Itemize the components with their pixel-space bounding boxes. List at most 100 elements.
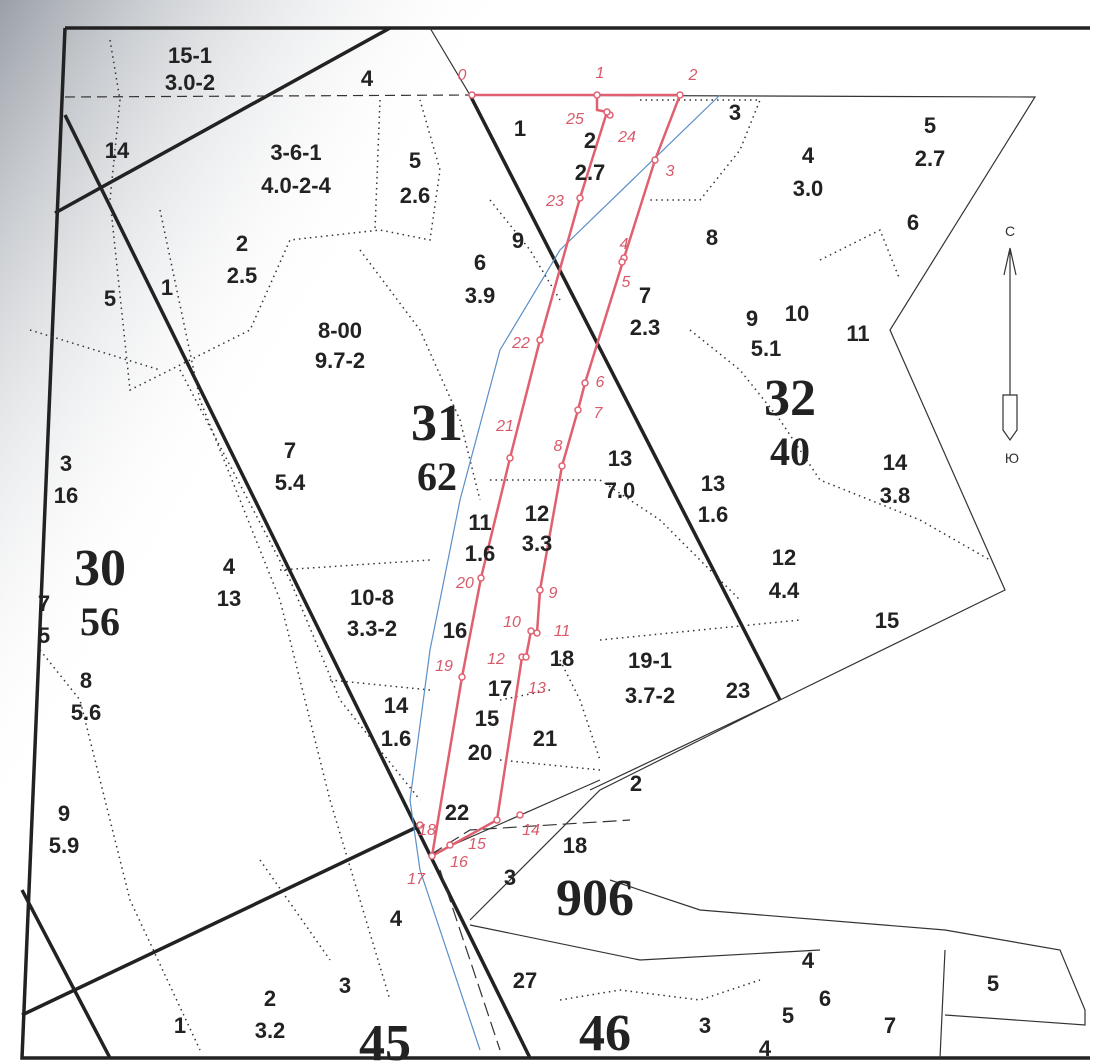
survey-point-label: 3 bbox=[666, 163, 675, 180]
plot-number: 21 bbox=[533, 726, 557, 751]
plot-number: 6 bbox=[819, 986, 831, 1011]
plot-number: 3 bbox=[339, 973, 351, 998]
survey-point-label: 22 bbox=[511, 335, 530, 352]
survey-point-label: 15 bbox=[468, 836, 486, 853]
plot-area: 5 bbox=[38, 623, 50, 648]
plot-number: 1 bbox=[514, 116, 526, 141]
survey-point-label: 25 bbox=[565, 111, 584, 128]
plot-number: 7 bbox=[884, 1013, 896, 1038]
survey-point bbox=[558, 462, 566, 470]
plot-area: 1.6 bbox=[698, 502, 729, 527]
plot-area: 5.6 bbox=[71, 700, 102, 725]
plot-number: 2 bbox=[630, 771, 642, 796]
plot-number: 18 bbox=[563, 833, 587, 858]
plot-number: 7 bbox=[639, 283, 651, 308]
survey-point-label: 21 bbox=[495, 418, 514, 435]
survey-point-label: 4 bbox=[620, 236, 629, 253]
plot-number: 1 bbox=[174, 1013, 186, 1038]
survey-point bbox=[536, 586, 544, 594]
plot-number: 1 bbox=[161, 275, 173, 300]
plot-number: 4 bbox=[802, 948, 815, 973]
quarter-number: 906 bbox=[556, 870, 634, 927]
survey-point-label: 19 bbox=[435, 658, 453, 675]
plot-number: 3 bbox=[504, 865, 516, 890]
plot-number: 15 bbox=[475, 706, 499, 731]
survey-point-label: 16 bbox=[450, 854, 468, 871]
plot-area: 13 bbox=[217, 586, 241, 611]
quarter-number: 30 bbox=[74, 540, 126, 597]
plot-number: 12 bbox=[525, 501, 549, 526]
plot-area: 3.3 bbox=[522, 531, 553, 556]
plot-area: 2.7 bbox=[915, 146, 946, 171]
plot-number: 12 bbox=[772, 545, 796, 570]
plot-area: 3.8 bbox=[880, 483, 911, 508]
plot-number: 22 bbox=[445, 800, 469, 825]
survey-point bbox=[618, 258, 626, 266]
plot-area: 3.0-2 bbox=[165, 70, 215, 95]
plot-number: 16 bbox=[443, 618, 467, 643]
plot-area: 7.0 bbox=[605, 478, 636, 503]
plot-area: 4.4 bbox=[769, 578, 800, 603]
plot-number: 6 bbox=[907, 210, 919, 235]
plot-number: 4 bbox=[802, 143, 815, 168]
quarter-number: 32 bbox=[764, 370, 816, 427]
survey-point-label: 10 bbox=[503, 614, 521, 631]
plot-number: 13 bbox=[701, 471, 725, 496]
survey-point-label: 23 bbox=[545, 193, 564, 210]
plot-number: 14 bbox=[384, 693, 409, 718]
plot-number: 19-1 bbox=[628, 648, 672, 673]
plot-area: 2.3 bbox=[630, 315, 661, 340]
plot-number: 2 bbox=[584, 128, 596, 153]
survey-point bbox=[493, 816, 501, 824]
survey-point-label: 5 bbox=[622, 274, 631, 291]
plot-area: 3.9 bbox=[465, 283, 496, 308]
plot-number: 8-00 bbox=[318, 318, 362, 343]
plot-number: 11 bbox=[468, 510, 491, 535]
quarter-number: 45 bbox=[359, 1015, 411, 1062]
plot-number: 8 bbox=[80, 668, 92, 693]
survey-point bbox=[651, 156, 659, 164]
survey-point bbox=[574, 406, 582, 414]
plot-number: 27 bbox=[513, 968, 537, 993]
survey-point-label: 2 bbox=[688, 67, 698, 84]
plot-number: 15 bbox=[875, 608, 899, 633]
survey-point bbox=[458, 673, 466, 681]
survey-point bbox=[477, 574, 485, 582]
plot-number: 3-6-1 bbox=[270, 140, 321, 165]
plot-borders bbox=[29, 39, 991, 1051]
stream bbox=[409, 94, 721, 1051]
plot-number: 8 bbox=[706, 225, 718, 250]
plot-area: 5.9 bbox=[49, 833, 80, 858]
plot-number: 2 bbox=[264, 986, 276, 1011]
survey-point bbox=[593, 91, 601, 99]
plot-area: 1.6 bbox=[465, 541, 496, 566]
quarter-area: 56 bbox=[80, 599, 120, 644]
plot-number: 5 bbox=[782, 1003, 794, 1028]
plot-area: 5.4 bbox=[275, 470, 306, 495]
plot-number: 10-8 bbox=[350, 585, 394, 610]
survey-point-label: 0 bbox=[458, 67, 467, 84]
survey-point bbox=[527, 627, 535, 635]
survey-point-label: 12 bbox=[487, 651, 505, 668]
survey-point bbox=[533, 629, 541, 637]
survey-point-label: 17 bbox=[407, 871, 426, 888]
plot-number: 15-1 bbox=[168, 43, 212, 68]
plot-number: 4 bbox=[759, 1036, 772, 1061]
compass-north: С bbox=[1005, 223, 1015, 239]
plot-number: 13 bbox=[608, 446, 632, 471]
plot-number: 10 bbox=[785, 301, 809, 326]
plot-number: 11 bbox=[846, 321, 869, 346]
plot-number: 14 bbox=[883, 450, 908, 475]
survey-point bbox=[428, 852, 436, 860]
plot-area: 2.5 bbox=[227, 263, 258, 288]
survey-point bbox=[676, 91, 684, 99]
plot-number: 5 bbox=[409, 148, 421, 173]
plot-number: 5 bbox=[104, 286, 116, 311]
survey-point bbox=[446, 841, 454, 849]
plot-area: 3.2 bbox=[255, 1018, 286, 1043]
survey-point-label: 24 bbox=[617, 129, 636, 146]
plot-number: 9 bbox=[512, 228, 524, 253]
